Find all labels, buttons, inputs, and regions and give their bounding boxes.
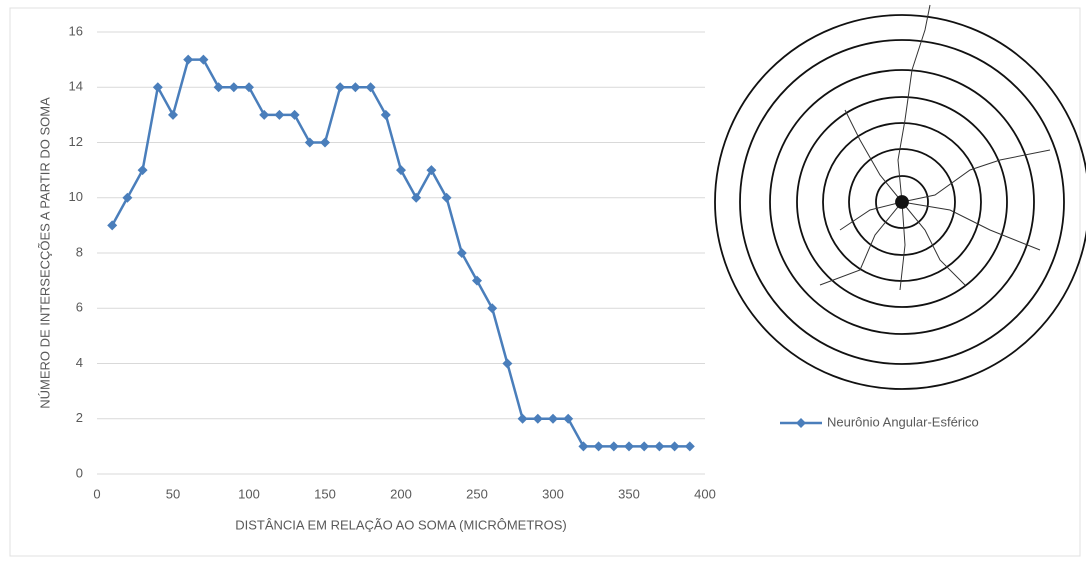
y-axis-label: NÚMERO DE INTERSECÇÕES A PARTIR DO SOMA (37, 97, 52, 409)
data-point (168, 110, 178, 120)
data-point (563, 414, 573, 424)
y-tick-label: 6 (76, 300, 83, 315)
x-tick-label: 150 (314, 486, 336, 501)
y-tick-label: 8 (76, 244, 83, 259)
x-tick-label: 300 (542, 486, 564, 501)
data-point (609, 441, 619, 451)
legend-label: Neurônio Angular-Esférico (827, 414, 979, 429)
x-tick-label: 100 (238, 486, 260, 501)
data-point (533, 414, 543, 424)
data-point (670, 441, 680, 451)
data-point (274, 110, 284, 120)
data-point (335, 82, 345, 92)
data-point (639, 441, 649, 451)
data-point (122, 193, 132, 203)
data-point (350, 82, 360, 92)
data-point (198, 55, 208, 65)
data-point (320, 138, 330, 148)
data-point (578, 441, 588, 451)
x-tick-label: 50 (166, 486, 180, 501)
x-axis-label: DISTÂNCIA EM RELAÇÃO AO SOMA (MICRÔMETRO… (235, 517, 567, 532)
x-tick-label: 200 (390, 486, 412, 501)
data-point (183, 55, 193, 65)
data-point (624, 441, 634, 451)
data-point (594, 441, 604, 451)
data-point (290, 110, 300, 120)
x-tick-label: 0 (93, 486, 100, 501)
data-point (685, 441, 695, 451)
x-tick-label: 400 (694, 486, 716, 501)
data-point (396, 165, 406, 175)
data-point (654, 441, 664, 451)
data-point (457, 248, 467, 258)
data-point (153, 82, 163, 92)
sholl-image (715, 5, 1086, 389)
data-point (426, 165, 436, 175)
data-point (548, 414, 558, 424)
data-point (366, 82, 376, 92)
y-tick-label: 16 (69, 23, 83, 38)
y-tick-label: 4 (76, 355, 83, 370)
y-tick-label: 14 (69, 79, 83, 94)
data-point (442, 193, 452, 203)
data-point (381, 110, 391, 120)
data-point (472, 276, 482, 286)
data-point (305, 138, 315, 148)
data-point (229, 82, 239, 92)
legend-marker (796, 418, 806, 428)
y-tick-label: 2 (76, 410, 83, 425)
data-point (411, 193, 421, 203)
y-tick-label: 0 (76, 465, 83, 480)
chart: NÚMERO DE INTERSECÇÕES A PARTIR DO SOMA … (0, 0, 1086, 561)
y-tick-label: 10 (69, 189, 83, 204)
x-tick-label: 250 (466, 486, 488, 501)
data-point (107, 220, 117, 230)
data-point (214, 82, 224, 92)
data-point (487, 303, 497, 313)
data-point (518, 414, 528, 424)
x-tick-label: 350 (618, 486, 640, 501)
data-point (138, 165, 148, 175)
y-tick-label: 12 (69, 134, 83, 149)
data-point (259, 110, 269, 120)
data-point (502, 359, 512, 369)
data-point (244, 82, 254, 92)
